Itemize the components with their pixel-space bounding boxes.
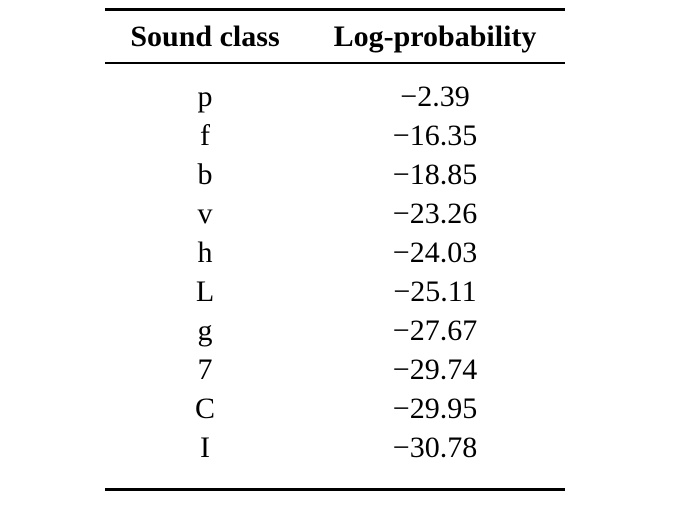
sound-class-cell: f (200, 118, 210, 152)
column-header-log-probability: Log-probability (333, 19, 537, 53)
log-probability-cell: −25.11 (393, 274, 477, 308)
log-probability-cell: −27.67 (392, 313, 478, 347)
log-probability-cell: −29.95 (392, 391, 478, 425)
sound-class-cell: L (195, 274, 215, 308)
log-probability-cell: −18.85 (392, 157, 478, 191)
table-row: L −25.11 (105, 272, 565, 311)
table-body: p −2.39 f −16.35 b −18.85 v −23.26 h −24… (105, 64, 565, 488)
log-probability-cell: −2.39 (400, 79, 470, 113)
sound-class-cell: I (200, 430, 210, 464)
log-probability-cell: −23.26 (392, 196, 478, 230)
table-header-row: Sound class Log-probability (105, 11, 565, 64)
sound-class-cell: C (194, 391, 215, 425)
sound-class-cell: h (197, 235, 213, 269)
table-row: C −29.95 (105, 389, 565, 428)
table-row: I −30.78 (105, 428, 565, 467)
table-row: v −23.26 (105, 194, 565, 233)
sound-class-cell: b (197, 157, 213, 191)
log-probability-cell: −24.03 (392, 235, 478, 269)
table-row: g −27.67 (105, 311, 565, 350)
table-row: f −16.35 (105, 116, 565, 155)
log-probability-cell: −30.78 (392, 430, 478, 464)
table-row: b −18.85 (105, 155, 565, 194)
sound-class-cell: p (197, 79, 213, 113)
table-row: 7 −29.74 (105, 350, 565, 389)
log-probability-cell: −16.35 (392, 118, 478, 152)
sound-class-table: Sound class Log-probability p −2.39 f −1… (105, 8, 565, 491)
log-probability-cell: −29.74 (392, 352, 478, 386)
column-header-sound-class: Sound class (130, 19, 280, 53)
sound-class-cell: 7 (197, 352, 213, 386)
sound-class-cell: v (197, 196, 213, 230)
table-row: p −2.39 (105, 77, 565, 116)
table-row: h −24.03 (105, 233, 565, 272)
sound-class-cell: g (197, 313, 213, 347)
